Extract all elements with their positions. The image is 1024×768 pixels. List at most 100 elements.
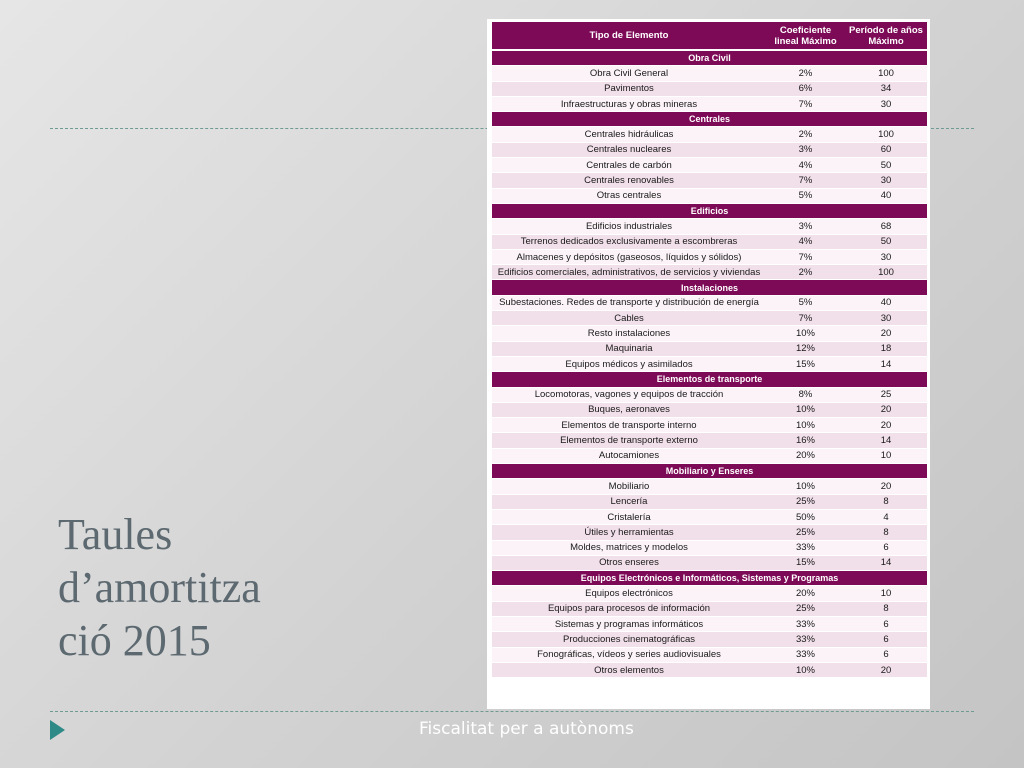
- section-header-row: Elementos de transporte: [492, 371, 927, 388]
- table-row: Terrenos dedicados exclusivamente a esco…: [492, 234, 927, 250]
- table-row: Edificios industriales 3% 68: [492, 218, 927, 235]
- table-row: Fonográficas, vídeos y series audiovisua…: [492, 647, 927, 663]
- cell-coeficiente: 16%: [766, 432, 845, 449]
- table-row: Otras centrales 5% 40: [492, 188, 927, 204]
- section-header: Obra Civil: [492, 50, 927, 67]
- cell-periodo: 40: [845, 188, 927, 204]
- table-header-row: Tipo de Elemento Coeficiente lineal Máxi…: [492, 22, 927, 51]
- cell-coeficiente: 2%: [766, 65, 845, 82]
- cell-coeficiente: 7%: [766, 96, 845, 113]
- cell-periodo: 68: [845, 218, 927, 235]
- cell-tipo-elemento: Infraestructuras y obras mineras: [492, 96, 766, 113]
- cell-periodo: 25: [845, 387, 927, 403]
- cell-periodo: 20: [845, 417, 927, 434]
- cell-coeficiente: 8%: [766, 387, 845, 403]
- cell-tipo-elemento: Otras centrales: [492, 188, 766, 204]
- cell-coeficiente: 25%: [766, 494, 845, 510]
- cell-periodo: 30: [845, 249, 927, 266]
- cell-periodo: 30: [845, 96, 927, 113]
- cell-periodo: 20: [845, 402, 927, 419]
- table-row: Almacenes y depósitos (gaseosos, líquido…: [492, 249, 927, 266]
- cell-coeficiente: 7%: [766, 310, 845, 327]
- cell-tipo-elemento: Terrenos dedicados exclusivamente a esco…: [492, 234, 766, 250]
- cell-periodo: 18: [845, 341, 927, 357]
- table-row: Centrales de carbón 4% 50: [492, 157, 927, 174]
- cell-tipo-elemento: Sistemas y programas informáticos: [492, 616, 766, 633]
- cell-coeficiente: 33%: [766, 540, 845, 556]
- cell-tipo-elemento: Edificios industriales: [492, 218, 766, 235]
- cell-tipo-elemento: Centrales nucleares: [492, 142, 766, 159]
- cell-periodo: 30: [845, 172, 927, 189]
- cell-tipo-elemento: Buques, aeronaves: [492, 402, 766, 419]
- cell-coeficiente: 33%: [766, 647, 845, 663]
- header-periodo: Período de años Máximo: [845, 22, 927, 51]
- cell-periodo: 20: [845, 662, 927, 679]
- cell-periodo: 100: [845, 126, 927, 143]
- cell-tipo-elemento: Cristalería: [492, 509, 766, 526]
- cell-coeficiente: 25%: [766, 601, 845, 617]
- header-tipo-elemento: Tipo de Elemento: [492, 22, 766, 51]
- table-row: Lencería 25% 8: [492, 494, 927, 510]
- cell-coeficiente: 20%: [766, 448, 845, 465]
- cell-coeficiente: 6%: [766, 81, 845, 97]
- cell-coeficiente: 15%: [766, 555, 845, 572]
- slide-title: Taules d’amortitza ció 2015: [58, 508, 358, 667]
- cell-periodo: 14: [845, 432, 927, 449]
- cell-coeficiente: 2%: [766, 264, 845, 281]
- cell-tipo-elemento: Cables: [492, 310, 766, 327]
- cell-coeficiente: 10%: [766, 662, 845, 679]
- cell-coeficiente: 25%: [766, 524, 845, 541]
- cell-periodo: 6: [845, 647, 927, 663]
- cell-coeficiente: 10%: [766, 325, 845, 342]
- amortization-table: Tipo de Elemento Coeficiente lineal Máxi…: [492, 22, 927, 679]
- table-row: Locomotoras, vagones y equipos de tracci…: [492, 387, 927, 403]
- cell-periodo: 50: [845, 234, 927, 250]
- cell-periodo: 6: [845, 616, 927, 633]
- cell-tipo-elemento: Elementos de transporte externo: [492, 432, 766, 449]
- table-row: Maquinaria 12% 18: [492, 341, 927, 357]
- table-row: Útiles y herramientas 25% 8: [492, 524, 927, 541]
- cell-periodo: 100: [845, 65, 927, 82]
- divider-bottom: [50, 711, 974, 712]
- cell-tipo-elemento: Otros elementos: [492, 662, 766, 679]
- table-row: Mobiliario 10% 20: [492, 478, 927, 495]
- slide-title-line-2: d’amortitza: [58, 563, 261, 612]
- table-row: Elementos de transporte externo 16% 14: [492, 432, 927, 449]
- table-row: Otros enseres 15% 14: [492, 555, 927, 572]
- cell-coeficiente: 10%: [766, 402, 845, 419]
- cell-periodo: 40: [845, 295, 927, 312]
- table-body: Obra Civil Obra Civil General 2% 100 Pavimen…: [492, 50, 927, 679]
- cell-tipo-elemento: Resto instalaciones: [492, 325, 766, 342]
- table-row: Buques, aeronaves 10% 20: [492, 402, 927, 419]
- section-header-row: Mobiliario y Enseres: [492, 463, 927, 480]
- table-row: Resto instalaciones 10% 20: [492, 325, 927, 342]
- table-row: Edificios comerciales, administrativos, …: [492, 264, 927, 281]
- cell-periodo: 20: [845, 478, 927, 495]
- cell-periodo: 14: [845, 555, 927, 572]
- cell-tipo-elemento: Maquinaria: [492, 341, 766, 357]
- table-row: Centrales hidráulicas 2% 100: [492, 126, 927, 143]
- cell-coeficiente: 12%: [766, 341, 845, 357]
- cell-coeficiente: 3%: [766, 142, 845, 159]
- cell-coeficiente: 33%: [766, 616, 845, 633]
- cell-tipo-elemento: Equipos médicos y asimilados: [492, 356, 766, 373]
- table-row: Cables 7% 30: [492, 310, 927, 327]
- cell-periodo: 10: [845, 585, 927, 602]
- header-coeficiente: Coeficiente lineal Máximo: [766, 22, 845, 51]
- slide-title-line-3: ció 2015: [58, 616, 211, 665]
- cell-coeficiente: 4%: [766, 157, 845, 174]
- cell-tipo-elemento: Centrales hidráulicas: [492, 126, 766, 143]
- cell-periodo: 100: [845, 264, 927, 281]
- cell-periodo: 6: [845, 631, 927, 648]
- cell-tipo-elemento: Centrales de carbón: [492, 157, 766, 174]
- cell-coeficiente: 15%: [766, 356, 845, 373]
- cell-tipo-elemento: Obra Civil General: [492, 65, 766, 82]
- cell-tipo-elemento: Subestaciones. Redes de transporte y dis…: [492, 295, 766, 312]
- cell-tipo-elemento: Elementos de transporte interno: [492, 417, 766, 434]
- cell-coeficiente: 33%: [766, 631, 845, 648]
- cell-tipo-elemento: Edificios comerciales, administrativos, …: [492, 264, 766, 281]
- cell-tipo-elemento: Producciones cinematográficas: [492, 631, 766, 648]
- cell-tipo-elemento: Equipos para procesos de información: [492, 601, 766, 617]
- section-header: Elementos de transporte: [492, 371, 927, 388]
- cell-periodo: 8: [845, 494, 927, 510]
